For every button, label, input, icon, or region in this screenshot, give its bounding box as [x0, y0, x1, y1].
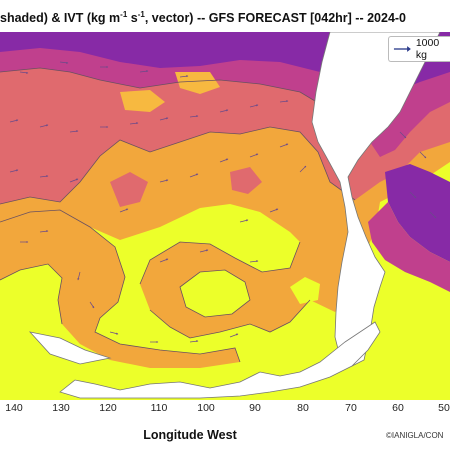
title-text-3: , vector) -- GFS FORECAST [042hr] -- 202…	[144, 11, 407, 26]
ivt-patch-pink-1	[110, 172, 148, 207]
south-america-land	[311, 32, 441, 367]
antarctic-ice-shelf	[28, 331, 112, 365]
x-axis-label: Longitude West	[143, 428, 237, 442]
ivt-band-magenta-east	[368, 202, 450, 292]
x-tick-80: 80	[297, 402, 309, 414]
x-tick-70: 70	[345, 402, 357, 414]
ivt-map	[0, 32, 450, 400]
ivt-patch-yellow-2	[290, 277, 320, 304]
ivt-patch-pink-2	[230, 167, 262, 194]
vector-legend: 1000 kg	[388, 36, 450, 62]
ivt-hook-orange	[0, 210, 240, 368]
x-tick-140: 140	[5, 402, 23, 414]
ivt-hook-inner	[0, 270, 96, 362]
x-tick-50: 50	[438, 402, 450, 414]
legend-arrow-icon	[393, 46, 411, 52]
x-tick-100: 100	[197, 402, 215, 414]
credit-text: ©IANIGLA/CON	[386, 431, 444, 440]
title-exponent-1: -1	[120, 10, 128, 19]
ivt-patch-orange-2	[175, 72, 220, 94]
x-tick-60: 60	[392, 402, 404, 414]
title-text-2: s	[127, 11, 138, 26]
ivt-vector-field	[9, 61, 437, 344]
ivt-patch-yellow-mid	[180, 270, 250, 317]
x-tick-90: 90	[249, 402, 261, 414]
antarctic-land	[59, 321, 381, 399]
title-exponent-2: -1	[137, 10, 145, 19]
x-axis-ticks: 140 130 120 110 100 90 80 70 60 50	[0, 402, 450, 420]
map-canvas	[0, 32, 450, 400]
x-tick-130: 130	[52, 402, 70, 414]
ivt-patch-orange-1	[120, 90, 165, 112]
x-tick-120: 120	[99, 402, 117, 414]
map-title: shaded) & IVT (kg m-1 s-1, vector) -- GF…	[0, 4, 450, 26]
title-text-1: shaded) & IVT (kg m	[0, 11, 121, 26]
x-tick-110: 110	[150, 402, 168, 414]
ivt-band-purple-east	[385, 164, 450, 262]
legend-label: 1000 kg	[415, 37, 440, 61]
